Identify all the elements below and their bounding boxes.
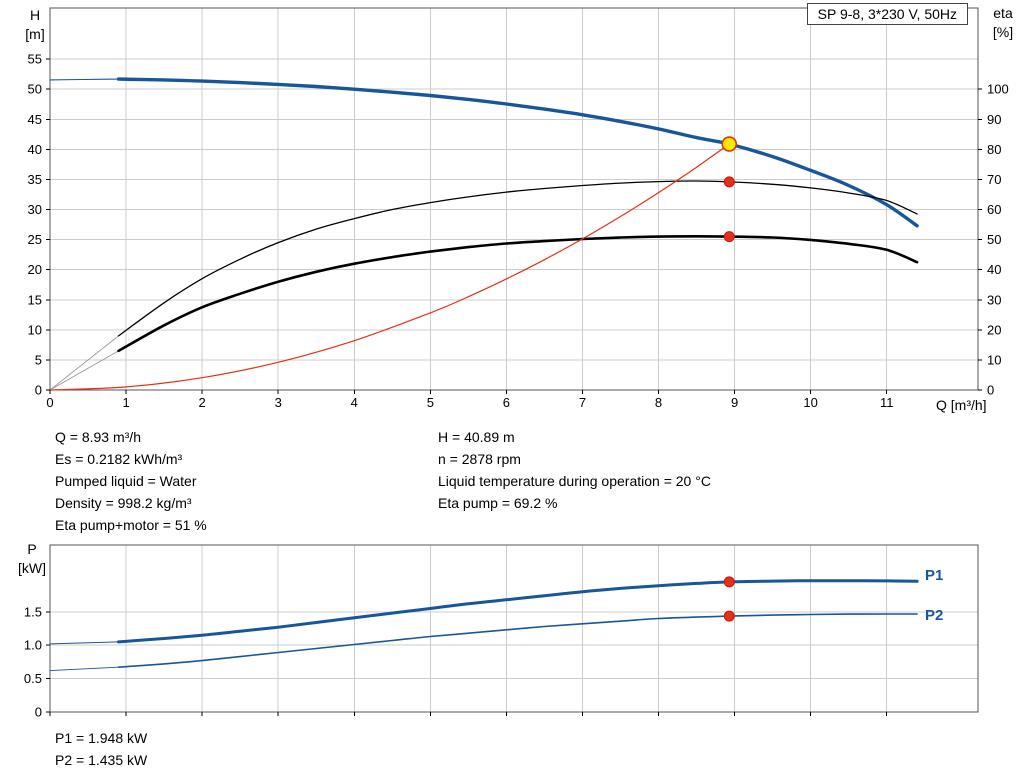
duty-info-left: Q = 8.93 m³/h Es = 0.2182 kWh/m³ Pumped … (55, 426, 207, 536)
eta-pump-point-marker (723, 176, 735, 188)
duty-rpm: n = 2878 rpm (438, 451, 521, 467)
eta-pump-motor-point-marker (723, 231, 735, 243)
p1-curve (117, 579, 919, 644)
x-tick-label: 9 (731, 395, 738, 410)
p1-result: P1 = 1.948 kW (55, 730, 148, 746)
y-tick-label-right: 100 (987, 82, 1009, 97)
duty-h: H = 40.89 m (438, 429, 515, 445)
y-tick-label-right: 10 (987, 352, 1001, 367)
p1-low-flow-curve (49, 641, 119, 645)
pump-model-box: SP 9-8, 3*230 V, 50Hz (806, 3, 968, 25)
duty-es: Es = 0.2182 kWh/m³ (55, 451, 183, 467)
plot-frame (49, 7, 979, 391)
y-tick-label-left: 0 (35, 705, 42, 720)
x-tick-label: 5 (427, 395, 434, 410)
p-axis-title-line2: [kW] (18, 560, 46, 576)
eta-pump-low-flow-curve (49, 335, 119, 391)
x-tick-label: 10 (803, 395, 817, 410)
y-tick-label-right: 20 (987, 322, 1001, 337)
y-tick-label-left: 0.5 (24, 671, 42, 686)
eta-pump-motor-low-flow-curve (49, 350, 119, 391)
y-tick-label-right: 30 (987, 292, 1001, 307)
y-tick-label-right: 70 (987, 172, 1001, 187)
x-tick-label: 11 (880, 395, 894, 410)
y-tick-label-left: 20 (28, 262, 42, 277)
y-tick-label-right: 80 (987, 142, 1001, 157)
eta-axis-title: eta [%] (984, 4, 1022, 42)
y-tick-label-right: 60 (987, 202, 1001, 217)
y-tick-label-left: 35 (28, 172, 42, 187)
y-tick-label-left: 0 (35, 383, 42, 398)
x-tick-label: 3 (275, 395, 282, 410)
power-chart: 0 0.5 1.0 1.5 (24, 544, 979, 720)
duty-liquid: Pumped liquid = Water (55, 473, 197, 489)
hq-eta-chart: 0 1 2 3 4 5 6 7 8 9 10 1105101520253035404550550102… (28, 7, 1009, 410)
y-tick-label-left: 45 (28, 112, 42, 127)
power-info: P1 = 1.948 kW P2 = 1.435 kW (55, 727, 147, 771)
x-tick-label: 4 (351, 395, 358, 410)
duty-eta-pump: Eta pump = 69.2 % (438, 495, 558, 511)
y-tick-label-right: 90 (987, 112, 1001, 127)
p2-result: P2 = 1.435 kW (55, 752, 148, 768)
eta-axis-title-line1: eta (993, 5, 1013, 21)
p-axis-title: P [kW] (10, 540, 54, 578)
x-tick-label: 1 (122, 395, 129, 410)
duty-info-right: H = 40.89 m n = 2878 rpm Liquid temperat… (438, 426, 711, 514)
plot-frame (49, 544, 979, 713)
h-axis-title: H [m] (16, 6, 54, 44)
duty-q: Q = 8.93 m³/h (55, 429, 141, 445)
duty-density: Density = 998.2 kg/m³ (55, 495, 192, 511)
p2-low-flow-curve (49, 666, 119, 672)
h-axis-title-line2: [m] (25, 26, 45, 42)
p-axis-title-line1: P (27, 541, 37, 557)
y-tick-label-left: 40 (28, 142, 42, 157)
x-tick-label: 6 (503, 395, 510, 410)
y-tick-label-left: 30 (28, 202, 42, 217)
eta-axis-title-line2: [%] (992, 24, 1014, 40)
x-tick-label: 8 (655, 395, 662, 410)
h-q-curve-low-flow-curve (49, 78, 120, 81)
p1-curve-label: P1 (925, 567, 944, 584)
x-tick-label: 7 (579, 395, 586, 410)
x-tick-label: 0 (46, 395, 53, 410)
y-tick-label-left: 10 (28, 322, 42, 337)
y-tick-label-left: 1.5 (24, 604, 42, 619)
y-tick-label-right: 50 (987, 232, 1001, 247)
y-tick-label-left: 55 (28, 52, 42, 67)
y-tick-label-left: 50 (28, 82, 42, 97)
y-tick-label-right: 40 (987, 262, 1001, 277)
system-curve-curve (49, 143, 730, 391)
duty-temperature: Liquid temperature during operation = 20… (438, 473, 711, 489)
p1-point-marker (723, 576, 735, 588)
y-tick-label-left: 25 (28, 232, 42, 247)
eta-pump-motor-curve (117, 234, 919, 353)
y-tick-label-left: 15 (28, 292, 42, 307)
h-axis-title-line1: H (29, 7, 41, 23)
h-q-curve-curve (116, 77, 919, 228)
y-tick-label-right: 0 (987, 383, 994, 398)
p2-curve-label: P2 (925, 607, 944, 624)
p2-curve (117, 613, 918, 668)
duty-eta-pump-motor: Eta pump+motor = 51 % (55, 517, 207, 533)
duty-point-marker[interactable] (721, 136, 738, 152)
eta-pump-curve (117, 180, 918, 337)
x-tick-label: 2 (199, 395, 206, 410)
y-tick-label-left: 5 (35, 352, 42, 367)
y-tick-label-left: 1.0 (24, 638, 42, 653)
q-axis-title: Q [m³/h] (936, 397, 987, 413)
p2-point-marker (723, 610, 735, 622)
